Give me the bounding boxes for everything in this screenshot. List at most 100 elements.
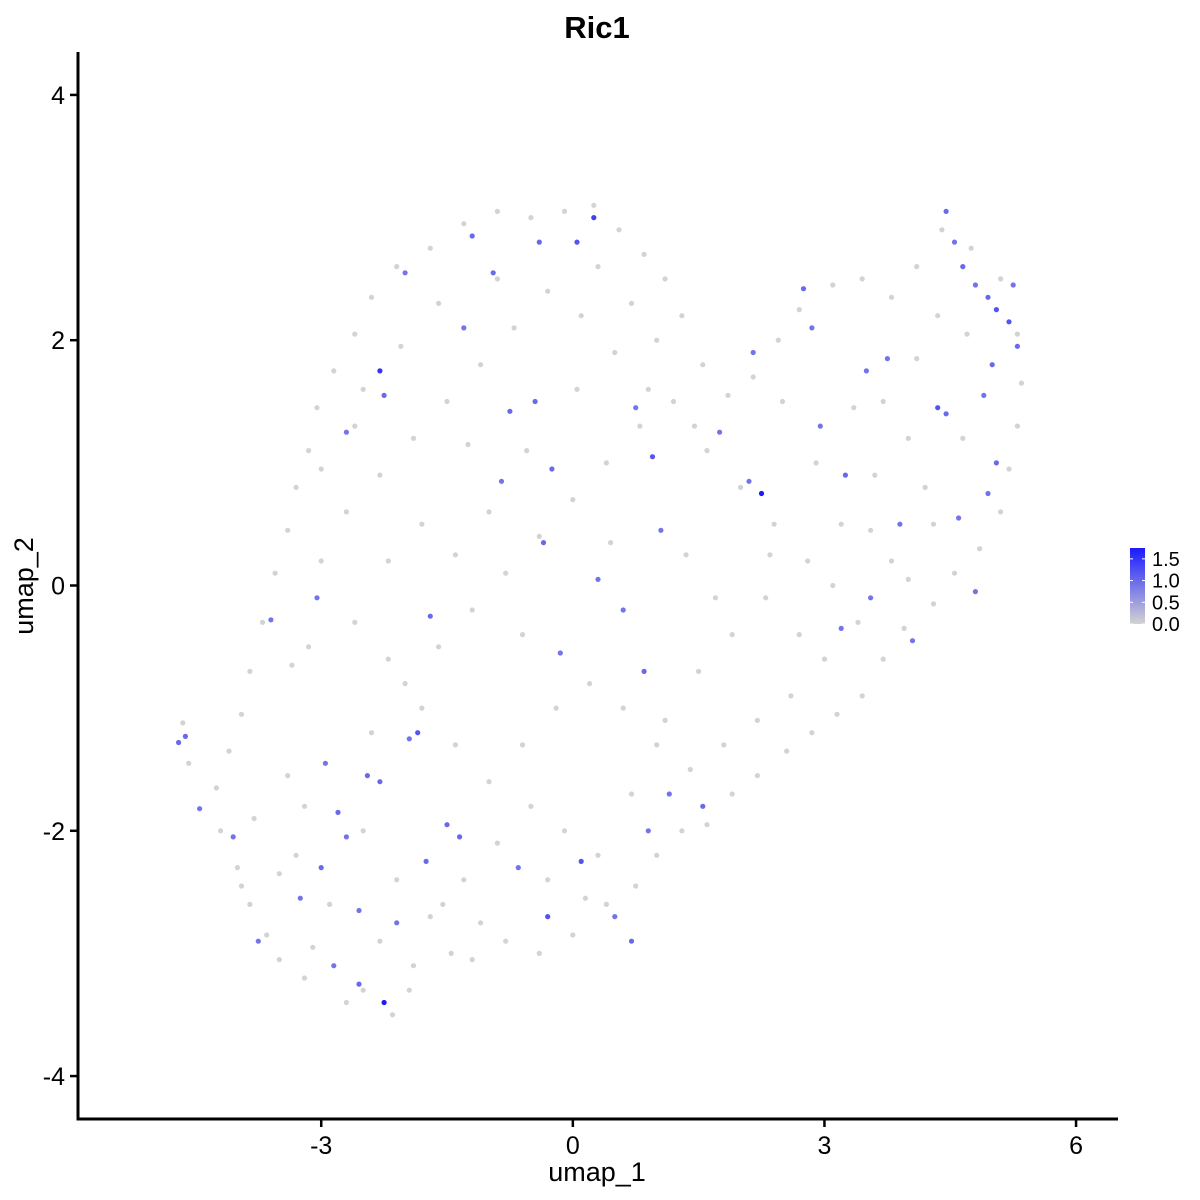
data-point: [842, 472, 849, 478]
data-point: [494, 276, 500, 282]
data-point: [687, 766, 693, 773]
data-point: [1006, 319, 1012, 325]
data-point: [968, 245, 974, 251]
data-point: [377, 938, 383, 944]
data-point: [670, 398, 677, 405]
data-point: [763, 595, 769, 601]
data-point: [1014, 423, 1021, 429]
data-point: [574, 239, 580, 245]
data-point: [960, 264, 966, 270]
data-point: [603, 460, 610, 466]
data-point: [356, 907, 362, 914]
data-point: [197, 806, 203, 812]
data-point: [771, 521, 777, 527]
data-point: [1014, 331, 1021, 337]
data-point: [905, 435, 911, 441]
data-point: [985, 294, 991, 300]
x-tick-label: 3: [817, 1132, 831, 1160]
data-point: [259, 619, 266, 625]
data-point: [561, 208, 568, 214]
data-point: [700, 362, 706, 368]
data-point: [247, 668, 253, 675]
x-tick-label: 0: [566, 1132, 580, 1160]
data-point: [649, 454, 656, 460]
data-point: [478, 362, 484, 368]
data-point: [503, 938, 509, 944]
data-point: [633, 405, 639, 411]
data-point: [536, 533, 542, 540]
data-point: [930, 601, 937, 607]
data-point: [725, 392, 731, 398]
data-point: [343, 999, 349, 1006]
colorbar-ticks: 1.51.00.50.0: [1130, 549, 1180, 636]
data-point: [591, 215, 597, 221]
y-axis-ticks: -4 -2 0 2 4: [43, 82, 78, 1091]
data-point: [352, 331, 358, 337]
data-point: [306, 644, 312, 650]
data-point: [360, 987, 366, 993]
data-point: [964, 331, 970, 337]
data-point: [809, 325, 815, 331]
colorbar-tick-label: 1.0: [1152, 571, 1180, 593]
colorbar-tick-label: 1.5: [1152, 549, 1180, 571]
data-point: [758, 490, 765, 497]
data-point: [180, 720, 186, 726]
data-point: [616, 227, 622, 233]
data-point: [721, 742, 727, 748]
y-tick-label: 4: [51, 82, 65, 110]
x-tick-label: -3: [310, 1132, 332, 1160]
data-point: [343, 834, 349, 840]
data-point: [796, 632, 802, 638]
data-point: [654, 337, 660, 343]
data-point: [293, 484, 299, 490]
data-point: [595, 264, 601, 270]
data-point: [364, 773, 370, 779]
data-point: [368, 730, 375, 736]
data-point: [612, 914, 618, 920]
data-point: [914, 356, 920, 362]
data-point: [884, 356, 891, 362]
data-point: [1014, 343, 1021, 349]
data-point: [608, 540, 614, 546]
data-point: [830, 282, 836, 288]
data-point: [415, 730, 421, 736]
x-axis-ticks: -3 0 3 6: [310, 1119, 1083, 1160]
data-point: [469, 233, 475, 239]
data-point: [641, 251, 647, 257]
data-point: [322, 760, 328, 766]
data-point: [729, 791, 735, 797]
data-point: [452, 552, 458, 558]
data-point: [981, 392, 987, 398]
chart-title: Ric1: [564, 10, 629, 45]
data-point: [628, 791, 635, 797]
data-point: [406, 987, 412, 993]
data-point: [272, 570, 278, 576]
data-point: [729, 632, 735, 638]
data-point: [540, 540, 547, 546]
data-point: [888, 294, 895, 300]
data-point: [276, 957, 282, 963]
data-point: [285, 527, 291, 533]
data-point: [972, 589, 979, 595]
y-tick-label: 2: [51, 327, 65, 355]
data-point: [306, 448, 312, 454]
data-point: [301, 975, 308, 981]
data-point: [570, 497, 576, 503]
data-point: [331, 963, 337, 969]
data-point: [406, 736, 412, 742]
data-point: [234, 865, 240, 871]
data-point: [654, 742, 660, 748]
data-point: [951, 570, 958, 576]
data-point: [775, 337, 781, 343]
data-point: [444, 822, 450, 828]
data-point: [943, 411, 949, 417]
data-point: [704, 448, 710, 454]
data-point: [398, 343, 404, 349]
y-tick-label: -4: [43, 1063, 65, 1091]
data-point: [809, 730, 815, 736]
scatter-points: [176, 202, 1025, 1018]
data-point: [901, 625, 907, 632]
data-point: [469, 957, 475, 963]
data-point: [851, 405, 857, 411]
data-point: [335, 809, 341, 816]
